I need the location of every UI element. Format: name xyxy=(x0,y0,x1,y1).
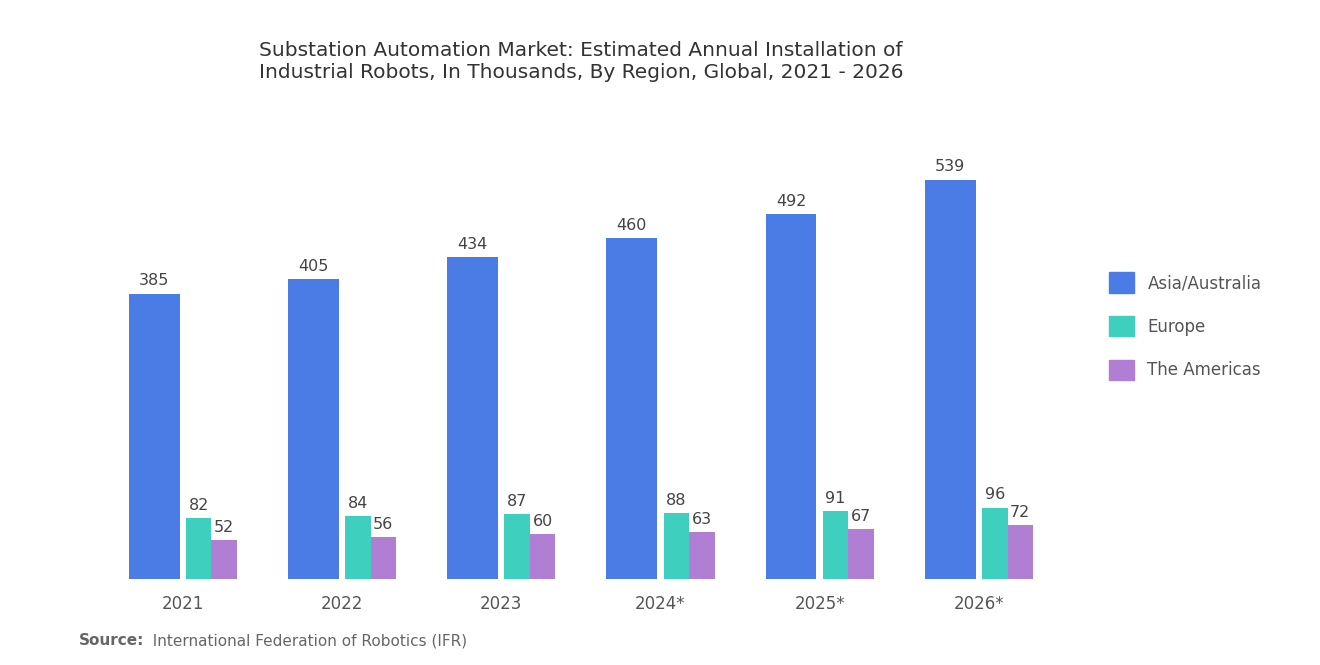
Text: 84: 84 xyxy=(347,496,368,511)
Bar xyxy=(822,511,849,579)
Text: 60: 60 xyxy=(532,514,553,529)
Bar xyxy=(447,257,498,579)
Bar xyxy=(529,534,556,579)
Text: 434: 434 xyxy=(458,237,487,252)
Text: 385: 385 xyxy=(139,273,169,289)
Text: 56: 56 xyxy=(374,517,393,532)
Text: 460: 460 xyxy=(616,218,647,233)
Text: International Federation of Robotics (IFR): International Federation of Robotics (IF… xyxy=(143,633,467,648)
Bar xyxy=(689,532,714,579)
Bar xyxy=(766,214,817,579)
Text: 96: 96 xyxy=(985,487,1005,502)
Bar xyxy=(371,537,396,579)
Bar xyxy=(1007,525,1034,579)
Text: 492: 492 xyxy=(776,194,807,209)
Bar xyxy=(345,517,371,579)
Text: 72: 72 xyxy=(1010,505,1031,520)
Text: 87: 87 xyxy=(507,494,527,509)
Legend: Asia/Australia, Europe, The Americas: Asia/Australia, Europe, The Americas xyxy=(1101,264,1270,388)
Text: 82: 82 xyxy=(189,497,209,513)
Text: 67: 67 xyxy=(851,509,871,524)
Text: Source:: Source: xyxy=(79,633,145,648)
Text: 405: 405 xyxy=(298,259,329,273)
Text: 91: 91 xyxy=(825,491,846,506)
Bar xyxy=(664,513,689,579)
Text: 52: 52 xyxy=(214,520,234,535)
Bar xyxy=(288,279,339,579)
Bar xyxy=(982,507,1007,579)
Bar xyxy=(186,518,211,579)
Bar xyxy=(211,540,236,579)
Bar xyxy=(925,180,975,579)
Bar xyxy=(128,294,180,579)
Bar xyxy=(849,529,874,579)
Text: 63: 63 xyxy=(692,512,711,527)
Bar xyxy=(606,238,657,579)
Text: 88: 88 xyxy=(667,493,686,508)
Bar xyxy=(504,514,529,579)
Title: Substation Automation Market: Estimated Annual Installation of
Industrial Robots: Substation Automation Market: Estimated … xyxy=(259,41,903,82)
Text: 539: 539 xyxy=(935,160,965,174)
